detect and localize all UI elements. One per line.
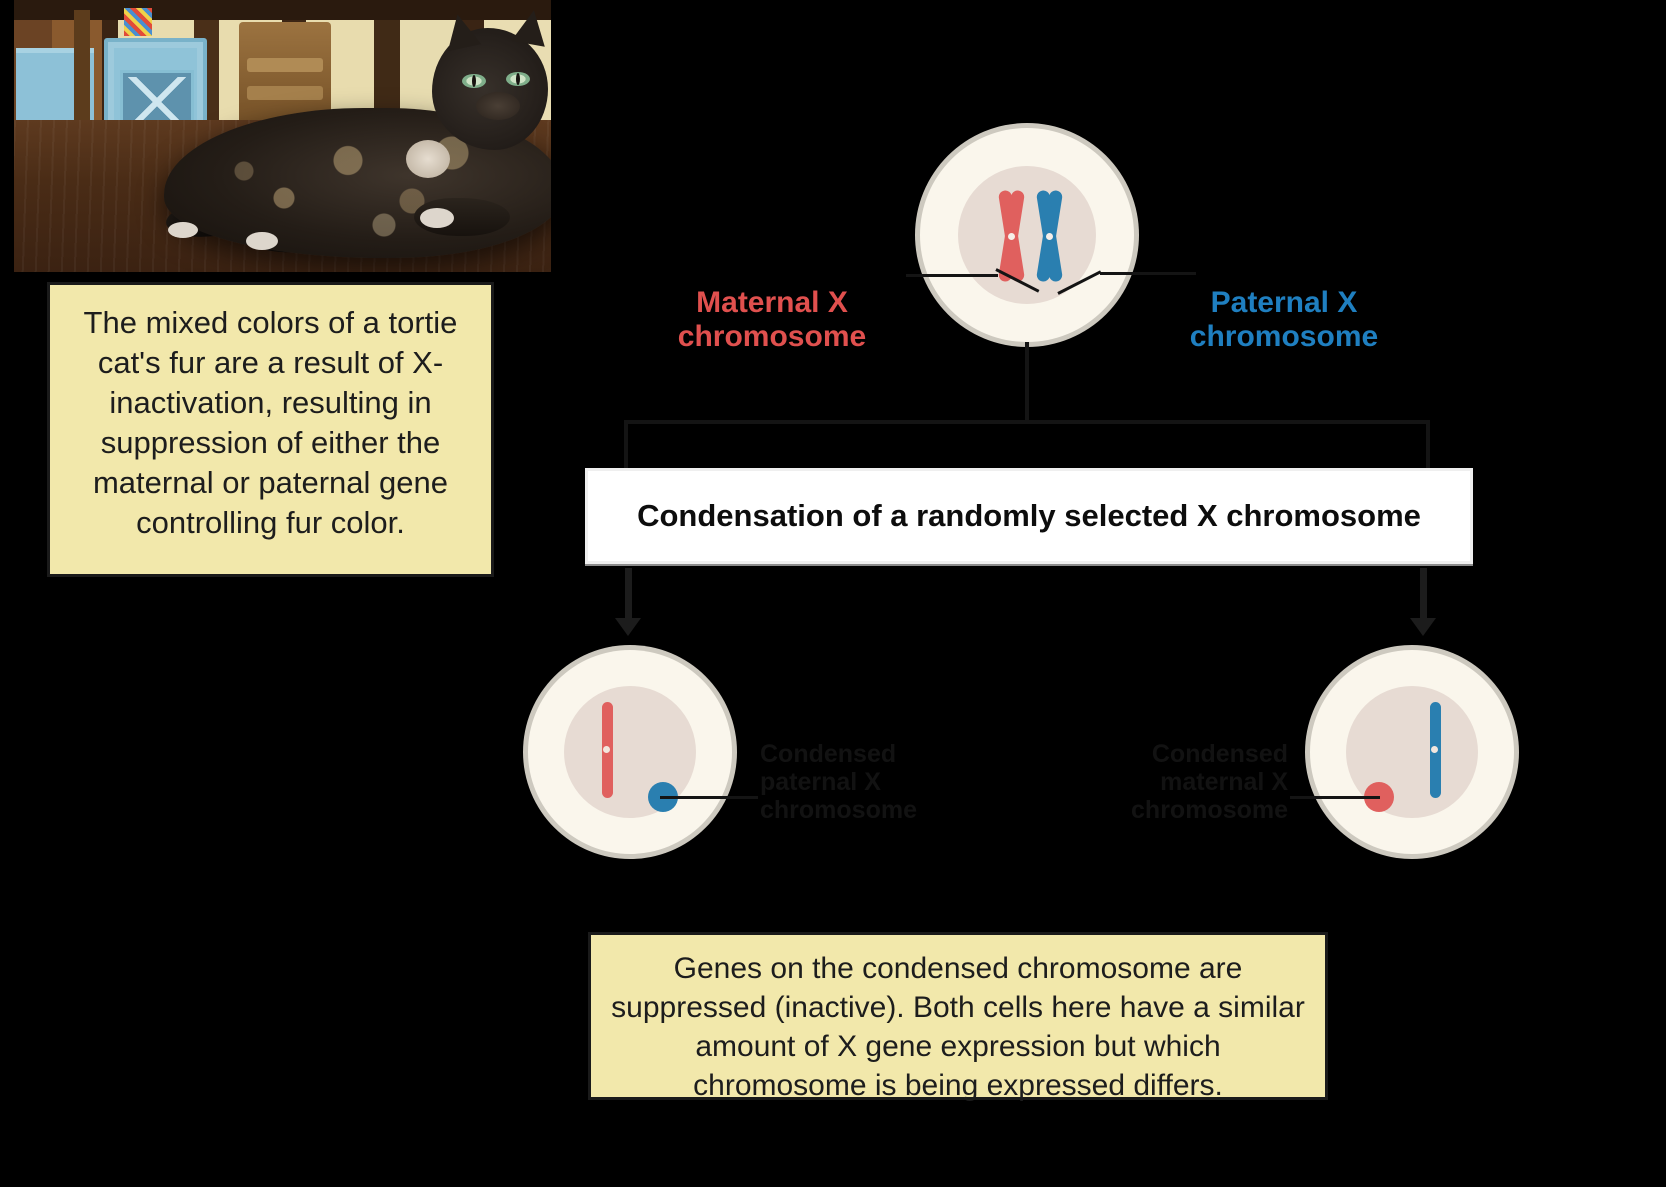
centromere-icon xyxy=(1008,233,1015,240)
photo-cat-ear-left xyxy=(440,10,482,52)
leader-line-maternal xyxy=(906,274,998,277)
photo-cat-head xyxy=(432,28,548,150)
cell-paternal-expressed xyxy=(1310,650,1514,854)
label-maternal-x: Maternal X chromosome xyxy=(677,286,867,353)
active-paternal-x-chromosome xyxy=(1426,702,1444,798)
photo-cat-ear-right xyxy=(511,7,551,47)
leader-line-condensed-maternal xyxy=(1290,796,1380,799)
centromere-icon xyxy=(603,746,610,753)
paternal-x-chromosome xyxy=(1032,189,1066,283)
leader-line-condensed-paternal xyxy=(660,796,758,799)
arrow-head-left-icon xyxy=(615,618,641,636)
parent-cell xyxy=(920,128,1134,342)
photo-cat-chest-patch xyxy=(406,140,450,178)
photo-cat-toe xyxy=(420,208,454,228)
connector-stem-top xyxy=(1025,342,1029,422)
active-maternal-x-chromosome xyxy=(598,702,616,798)
parent-cell-nucleus xyxy=(958,166,1096,304)
maternal-x-chromosome xyxy=(994,189,1028,283)
photo-chair-post xyxy=(74,10,90,145)
cell-maternal-expressed xyxy=(528,650,732,854)
photo-cat-eye-left xyxy=(462,74,486,88)
centromere-icon xyxy=(1046,233,1053,240)
arrow-stem-right xyxy=(1420,568,1427,622)
photo-cat-muzzle xyxy=(476,92,520,120)
leader-line-paternal xyxy=(1100,272,1196,275)
label-condensed-maternal-x: Condensed maternal X chromosome xyxy=(1131,740,1288,824)
tortie-cat-photo xyxy=(14,0,551,272)
process-box-condensation: Condensation of a randomly selected X ch… xyxy=(585,468,1473,564)
label-condensed-paternal-x: Condensed paternal X chromosome xyxy=(760,740,917,824)
photo-cat-toe xyxy=(168,222,198,238)
connector-bus-right xyxy=(1426,420,1430,472)
centromere-icon xyxy=(1431,746,1438,753)
arrow-stem-left xyxy=(625,568,632,622)
arrow-head-right-icon xyxy=(1410,618,1436,636)
caption-note-left: The mixed colors of a tortie cat's fur a… xyxy=(47,282,494,577)
photo-cat-toe xyxy=(246,232,278,250)
photo-cat-eye-right xyxy=(506,72,530,86)
connector-bus-horizontal xyxy=(624,420,1430,424)
caption-note-bottom: Genes on the condensed chromosome are su… xyxy=(588,932,1328,1102)
photo-colorful-box xyxy=(124,8,152,36)
label-paternal-x: Paternal X chromosome xyxy=(1189,286,1379,353)
connector-bus-left xyxy=(624,420,628,472)
